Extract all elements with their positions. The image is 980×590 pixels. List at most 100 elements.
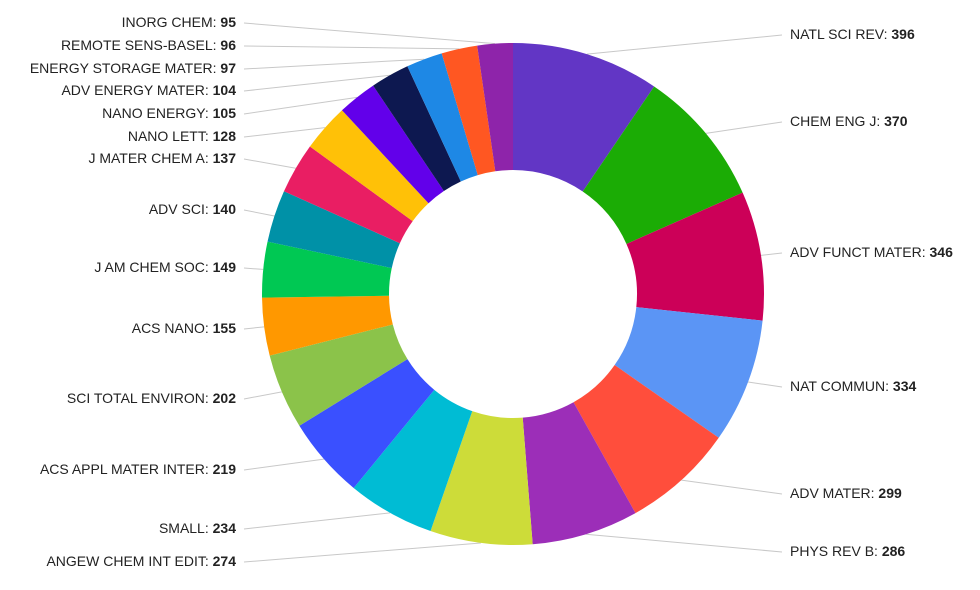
slice-label-name: NAT COMMUN:: [790, 378, 893, 394]
slice-label-value: 104: [213, 82, 237, 98]
slice-label-adv-energy-mater: ADV ENERGY MATER: 104: [61, 82, 236, 98]
slice-label-value: 128: [213, 128, 237, 144]
slice-natl-sci-rev: [513, 43, 655, 192]
slice-label-inorg-chem: INORG CHEM: 95: [122, 14, 237, 30]
slice-label-value: 219: [213, 461, 237, 477]
slice-label-acs-nano: ACS NANO: 155: [132, 320, 236, 336]
leader-line-j-am-chem-soc: [243, 267, 264, 270]
slice-inorg-chem: [477, 43, 513, 172]
slice-label-name: ADV MATER:: [790, 485, 878, 501]
slice-label-value: 202: [213, 390, 237, 406]
slice-label-value: 95: [220, 14, 236, 30]
slice-label-name: INORG CHEM:: [122, 14, 221, 30]
slice-label-small: SMALL: 234: [159, 520, 236, 536]
slice-adv-energy-mater: [373, 66, 461, 192]
leader-line-adv-mater: [681, 479, 783, 495]
slice-label-phys-rev-b: PHYS REV B: 286: [790, 543, 905, 559]
slice-chem-eng-j: [582, 86, 743, 244]
slice-label-value: 97: [220, 60, 236, 76]
slice-label-name: ADV SCI:: [149, 201, 213, 217]
leader-line-adv-sci: [243, 209, 275, 217]
leader-line-sci-total-environ: [243, 391, 282, 400]
slice-label-energy-storage-mater: ENERGY STORAGE MATER: 97: [30, 60, 236, 76]
leader-line-nano-lett: [243, 127, 326, 138]
slice-energy-storage-mater: [407, 53, 478, 182]
slice-labels: NATL SCI REV: 396 CHEM ENG J: 370 ADV FUNC…: [30, 14, 953, 569]
leader-line-j-mater-chem-a: [243, 158, 296, 169]
slice-remote-sens-basel: [441, 45, 496, 176]
slice-label-name: CHEM ENG J:: [790, 113, 884, 129]
slice-label-natl-sci-rev: NATL SCI REV: 396: [790, 26, 915, 42]
slice-adv-mater: [573, 365, 719, 514]
slice-label-name: SMALL:: [159, 520, 213, 536]
slice-label-name: J MATER CHEM A:: [88, 150, 212, 166]
leader-line-adv-funct-mater: [760, 252, 783, 256]
slice-adv-sci: [267, 191, 400, 269]
leader-line-inorg-chem: [243, 22, 496, 45]
leader-lines: [243, 22, 783, 563]
slice-label-angew-chem-int-edit: ANGEW CHEM INT EDIT: 274: [46, 553, 236, 569]
slice-label-value: 334: [893, 378, 917, 394]
leader-line-nat-commun: [747, 381, 783, 388]
slice-label-name: ADV ENERGY MATER:: [61, 82, 212, 98]
slice-label-value: 286: [882, 543, 906, 559]
donut-slices: [261, 43, 764, 545]
slice-label-value: 396: [891, 26, 915, 42]
leader-line-chem-eng-j: [705, 121, 783, 134]
leader-line-acs-appl-mater-inter: [243, 458, 325, 471]
leader-line-angew-chem-int-edit: [243, 542, 481, 563]
slice-label-value: 140: [213, 201, 237, 217]
slice-label-name: J AM CHEM SOC:: [94, 259, 212, 275]
slice-label-name: NANO ENERGY:: [102, 105, 212, 121]
slice-label-adv-sci: ADV SCI: 140: [149, 201, 236, 217]
slice-label-name: ANGEW CHEM INT EDIT:: [46, 553, 212, 569]
slice-label-value: 234: [213, 520, 237, 536]
slice-j-mater-chem-a: [283, 146, 413, 244]
slice-phys-rev-b: [522, 402, 636, 545]
slice-label-value: 155: [213, 320, 237, 336]
slice-sci-total-environ: [269, 324, 408, 426]
slice-label-value: 274: [213, 553, 237, 569]
slice-label-sci-total-environ: SCI TOTAL ENVIRON: 202: [67, 390, 236, 406]
leader-line-remote-sens-basel: [243, 45, 460, 50]
slice-label-adv-funct-mater: ADV FUNCT MATER: 346: [790, 244, 953, 260]
slice-label-name: ACS NANO:: [132, 320, 213, 336]
slice-label-acs-appl-mater-inter: ACS APPL MATER INTER: 219: [40, 461, 236, 477]
slice-label-value: 149: [213, 259, 237, 275]
slice-label-j-am-chem-soc: J AM CHEM SOC: 149: [94, 259, 236, 275]
slice-label-value: 299: [878, 485, 902, 501]
slice-label-j-mater-chem-a: J MATER CHEM A: 137: [88, 150, 236, 166]
slice-label-name: NANO LETT:: [128, 128, 213, 144]
slice-nano-energy: [341, 85, 444, 204]
slice-angew-chem-int-edit: [430, 411, 533, 545]
slice-label-name: ADV FUNCT MATER:: [790, 244, 930, 260]
leader-line-small: [243, 512, 391, 530]
leader-line-acs-nano: [243, 326, 265, 330]
slice-label-nano-energy: NANO ENERGY: 105: [102, 105, 236, 121]
slice-label-name: SCI TOTAL ENVIRON:: [67, 390, 213, 406]
slice-label-chem-eng-j: CHEM ENG J: 370: [790, 113, 908, 129]
slice-label-value: 346: [930, 244, 954, 260]
leader-line-energy-storage-mater: [243, 58, 425, 70]
slice-label-remote-sens-basel: REMOTE SENS-BASEL: 96: [61, 37, 236, 53]
slice-label-name: NATL SCI REV:: [790, 26, 891, 42]
slice-nat-commun: [614, 307, 763, 438]
slice-small: [353, 389, 473, 532]
slice-label-name: ENERGY STORAGE MATER:: [30, 60, 221, 76]
slice-label-name: ACS APPL MATER INTER:: [40, 461, 213, 477]
slice-acs-nano: [262, 295, 393, 356]
slice-label-value: 96: [220, 37, 236, 53]
slice-label-value: 137: [213, 150, 237, 166]
slice-label-name: PHYS REV B:: [790, 543, 882, 559]
slice-j-am-chem-soc: [261, 241, 392, 298]
leader-line-phys-rev-b: [585, 533, 783, 553]
slice-label-value: 370: [884, 113, 908, 129]
slice-acs-appl-mater-inter: [299, 359, 435, 488]
slice-label-nano-lett: NANO LETT: 128: [128, 128, 236, 144]
slice-label-value: 105: [213, 105, 237, 121]
slice-label-name: REMOTE SENS-BASEL:: [61, 37, 220, 53]
leader-line-natl-sci-rev: [586, 34, 783, 55]
slice-label-nat-commun: NAT COMMUN: 334: [790, 378, 916, 394]
leader-line-adv-energy-mater: [243, 74, 390, 92]
